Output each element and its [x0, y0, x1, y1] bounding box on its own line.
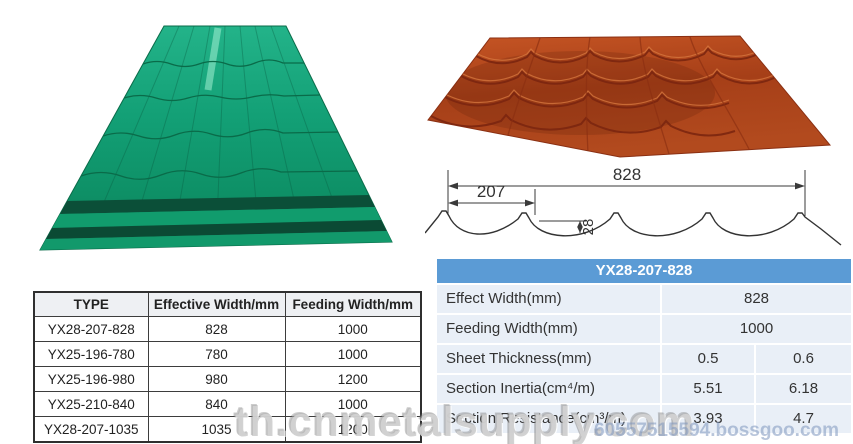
detail-value-resistance-2: 4.7 [756, 405, 851, 433]
spec-col-effective-width: Effective Width/mm [147, 291, 286, 317]
detail-label-effect-width: Effect Width(mm) [437, 285, 660, 313]
spec-table-row: YX28-207-1035 1035 1200 [33, 416, 422, 443]
spec-cell-effective-width: 840 [147, 391, 286, 417]
green-sheet-detail [40, 26, 392, 250]
spec-col-type: TYPE [33, 291, 149, 317]
spec-table-row: YX25-196-780 780 1000 [33, 341, 422, 367]
detail-value-resistance-1: 3.93 [662, 405, 754, 433]
red-tile-sheet-image [427, 35, 832, 158]
detail-value-inertia-2: 6.18 [756, 375, 851, 403]
spec-table: TYPE Effective Width/mm Feeding Width/mm… [33, 291, 422, 443]
detail-label-sheet-thickness: Sheet Thickness(mm) [437, 345, 660, 373]
detail-label-section-resistance: Section Resistance(cm³/m) [437, 405, 660, 433]
spec-cell-feeding-width: 1200 [284, 366, 422, 392]
dim-207-label: 207 [477, 182, 505, 201]
red-tile-column-ridges [507, 36, 750, 155]
detail-value-effect-width: 828 [662, 285, 851, 313]
spec-table-row: YX25-210-840 840 1000 [33, 391, 422, 417]
spec-cell-type: YX25-196-980 [33, 366, 149, 392]
spec-cell-type: YX25-210-840 [33, 391, 149, 417]
green-roof-sheet-image [39, 25, 393, 251]
spec-col-feeding-width: Feeding Width/mm [284, 291, 422, 317]
detail-value-thickness-2: 0.6 [756, 345, 851, 373]
green-sheet-bright-row [52, 207, 381, 228]
detail-label-feeding-width: Feeding Width(mm) [437, 315, 660, 343]
detail-value-feeding-width: 1000 [662, 315, 851, 343]
detail-table: YX28-207-828 Effect Width(mm) 828 Feedin… [437, 259, 851, 433]
red-tile-shading [445, 51, 715, 135]
green-sheet-shadow-band [60, 195, 375, 214]
spec-table-row: YX25-196-980 980 1200 [33, 366, 422, 392]
dim-828-label: 828 [613, 165, 641, 184]
spec-cell-effective-width: 980 [147, 366, 286, 392]
dim-28-label: 28 [580, 219, 597, 236]
spec-cell-feeding-width: 1000 [284, 316, 422, 342]
spec-cell-feeding-width: 1000 [284, 341, 422, 367]
spec-cell-effective-width: 780 [147, 341, 286, 367]
spec-cell-type: YX28-207-1035 [33, 416, 149, 443]
profile-dimension-drawing: 828 207 28 [425, 165, 842, 246]
spec-cell-feeding-width: 1000 [284, 391, 422, 417]
red-tile-highlights [444, 45, 775, 106]
spec-cell-feeding-width: 1200 [284, 416, 422, 443]
dimension-arrowheads [448, 182, 805, 233]
red-tile-scallop-rows [430, 47, 775, 137]
green-sheet-shadow-band [46, 220, 387, 239]
red-tile-detail [430, 36, 775, 155]
spec-cell-type: YX25-196-780 [33, 341, 149, 367]
detail-label-section-inertia: Section Inertia(cm⁴/m) [437, 375, 660, 403]
spec-table-header-row: TYPE Effective Width/mm Feeding Width/mm [33, 291, 422, 317]
detail-table-title: YX28-207-828 [437, 259, 851, 283]
spec-cell-type: YX28-207-828 [33, 316, 149, 342]
detail-value-thickness-1: 0.5 [662, 345, 754, 373]
spec-cell-effective-width: 828 [147, 316, 286, 342]
detail-value-inertia-1: 5.51 [662, 375, 754, 403]
spec-table-row: YX28-207-828 828 1000 [33, 316, 422, 342]
green-sheet-skirt [40, 231, 392, 250]
tile-profile-curve [425, 210, 842, 246]
green-sheet-step-lines [80, 59, 358, 180]
spec-cell-effective-width: 1035 [147, 416, 286, 443]
green-sheet-glare [204, 27, 222, 91]
